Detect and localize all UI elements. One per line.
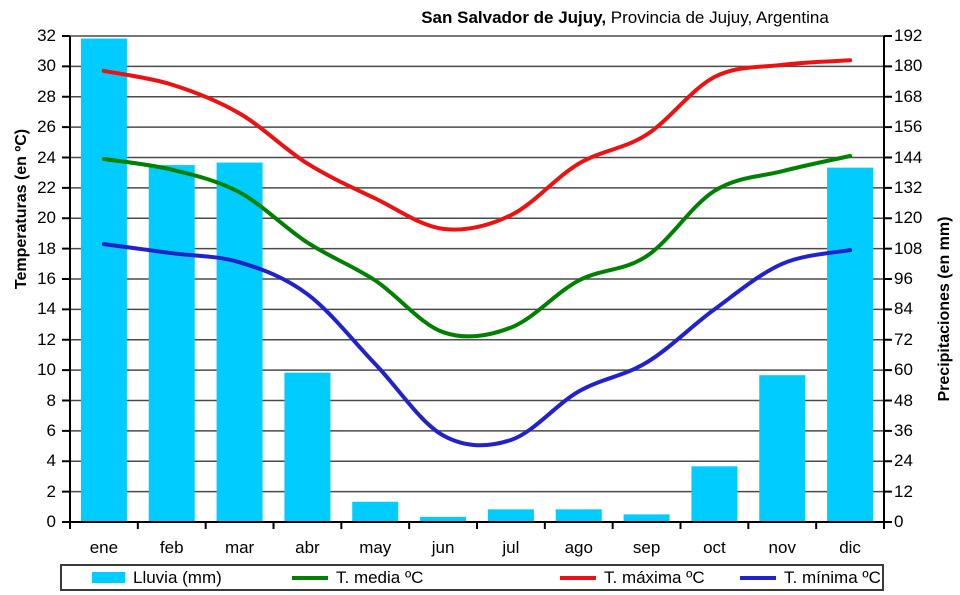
media-line-swatch — [292, 575, 328, 580]
right-tick-156: 156 — [894, 117, 923, 137]
month-label-sep: sep — [632, 538, 661, 557]
rain-bar-ene — [80, 38, 127, 522]
month-label-mar: mar — [224, 538, 255, 557]
month-label-ago: ago — [564, 538, 593, 557]
chart-title: San Salvador de Jujuy, Provincia de Juju… — [421, 8, 829, 28]
left-tick-24: 24 — [37, 147, 56, 167]
rain-bar-jun — [420, 516, 467, 522]
right-tick-12: 12 — [894, 481, 913, 501]
curve-t-media-c — [101, 154, 853, 339]
right-tick-36: 36 — [894, 420, 913, 440]
legend-item-lluvia: Lluvia (mm) — [92, 566, 222, 589]
rain-bar-feb — [148, 165, 195, 522]
right-tick-24: 24 — [894, 451, 913, 471]
month-label-dic: dic — [839, 538, 861, 557]
left-tick-10: 10 — [37, 360, 56, 380]
rain-bar-sep — [623, 514, 670, 522]
month-label-feb: feb — [159, 538, 184, 557]
rain-bars — [80, 38, 874, 522]
rain-bar-nov — [759, 375, 806, 522]
right-tick-120: 120 — [894, 208, 923, 228]
chart-title-region: Provincia de Jujuy, Argentina — [606, 8, 829, 27]
right-tick-144: 144 — [894, 147, 923, 167]
left-tick-8: 8 — [46, 390, 56, 410]
rain-bar-abr — [284, 372, 331, 522]
legend-label-minima: T. mínima ºC — [784, 567, 881, 587]
left-tick-26: 26 — [37, 117, 56, 137]
left-tick-30: 30 — [37, 56, 56, 76]
month-label-nov: nov — [768, 538, 796, 557]
left-tick-0: 0 — [46, 512, 56, 531]
right-tick-0: 0 — [894, 512, 904, 531]
month-label-abr: abr — [295, 538, 320, 557]
right-tick-108: 108 — [894, 238, 923, 258]
left-tick-32: 32 — [37, 26, 56, 45]
left-tick-14: 14 — [37, 299, 56, 319]
left-tick-12: 12 — [37, 329, 56, 349]
rain-bar-jul — [487, 509, 534, 522]
right-tick-60: 60 — [894, 360, 913, 380]
chart-title-city: San Salvador de Jujuy, — [421, 8, 607, 27]
left-tick-2: 2 — [46, 481, 56, 501]
rain-bar-dic — [827, 167, 874, 522]
month-label-jun: jun — [431, 538, 455, 557]
month-label-may: may — [359, 538, 392, 557]
right-tick-168: 168 — [894, 86, 923, 106]
right-tick-48: 48 — [894, 390, 913, 410]
rain-bar-oct — [691, 466, 738, 522]
left-tick-18: 18 — [37, 238, 56, 258]
month-label-jul: jul — [502, 538, 520, 557]
minima-line-swatch — [740, 575, 776, 580]
curve-t-m-nima-c — [101, 242, 853, 448]
left-tick-20: 20 — [37, 208, 56, 228]
rain-bar-ago — [555, 509, 602, 522]
month-label-oct: oct — [703, 538, 726, 557]
legend-item-media: T. media ºC — [292, 566, 423, 589]
curve-t-m-xima-c — [101, 58, 853, 232]
right-tick-132: 132 — [894, 177, 923, 197]
right-tick-84: 84 — [894, 299, 913, 319]
rain-bar-mar — [216, 162, 263, 522]
right-tick-192: 192 — [894, 26, 923, 45]
legend: Lluvia (mm) T. media ºC T. máxima ºC T. … — [60, 564, 884, 591]
left-tick-28: 28 — [37, 86, 56, 106]
right-tick-96: 96 — [894, 269, 913, 288]
left-tick-4: 4 — [46, 451, 56, 471]
axes — [62, 35, 892, 529]
lluvia-bar-swatch — [92, 572, 125, 583]
rain-bar-may — [352, 501, 399, 522]
legend-label-media: T. media ºC — [336, 567, 424, 587]
legend-item-minima: T. mínima ºC — [740, 566, 881, 589]
month-label-ene: ene — [89, 538, 119, 557]
left-tick-16: 16 — [37, 269, 56, 288]
left-tick-22: 22 — [37, 177, 56, 197]
legend-label-lluvia: Lluvia (mm) — [133, 567, 222, 587]
maxima-line-swatch — [560, 575, 596, 580]
right-tick-72: 72 — [894, 329, 913, 349]
legend-label-maxima: T. máxima ºC — [604, 567, 705, 587]
right-tick-180: 180 — [894, 56, 923, 76]
left-tick-6: 6 — [46, 420, 56, 440]
legend-item-maxima: T. máxima ºC — [560, 566, 705, 589]
